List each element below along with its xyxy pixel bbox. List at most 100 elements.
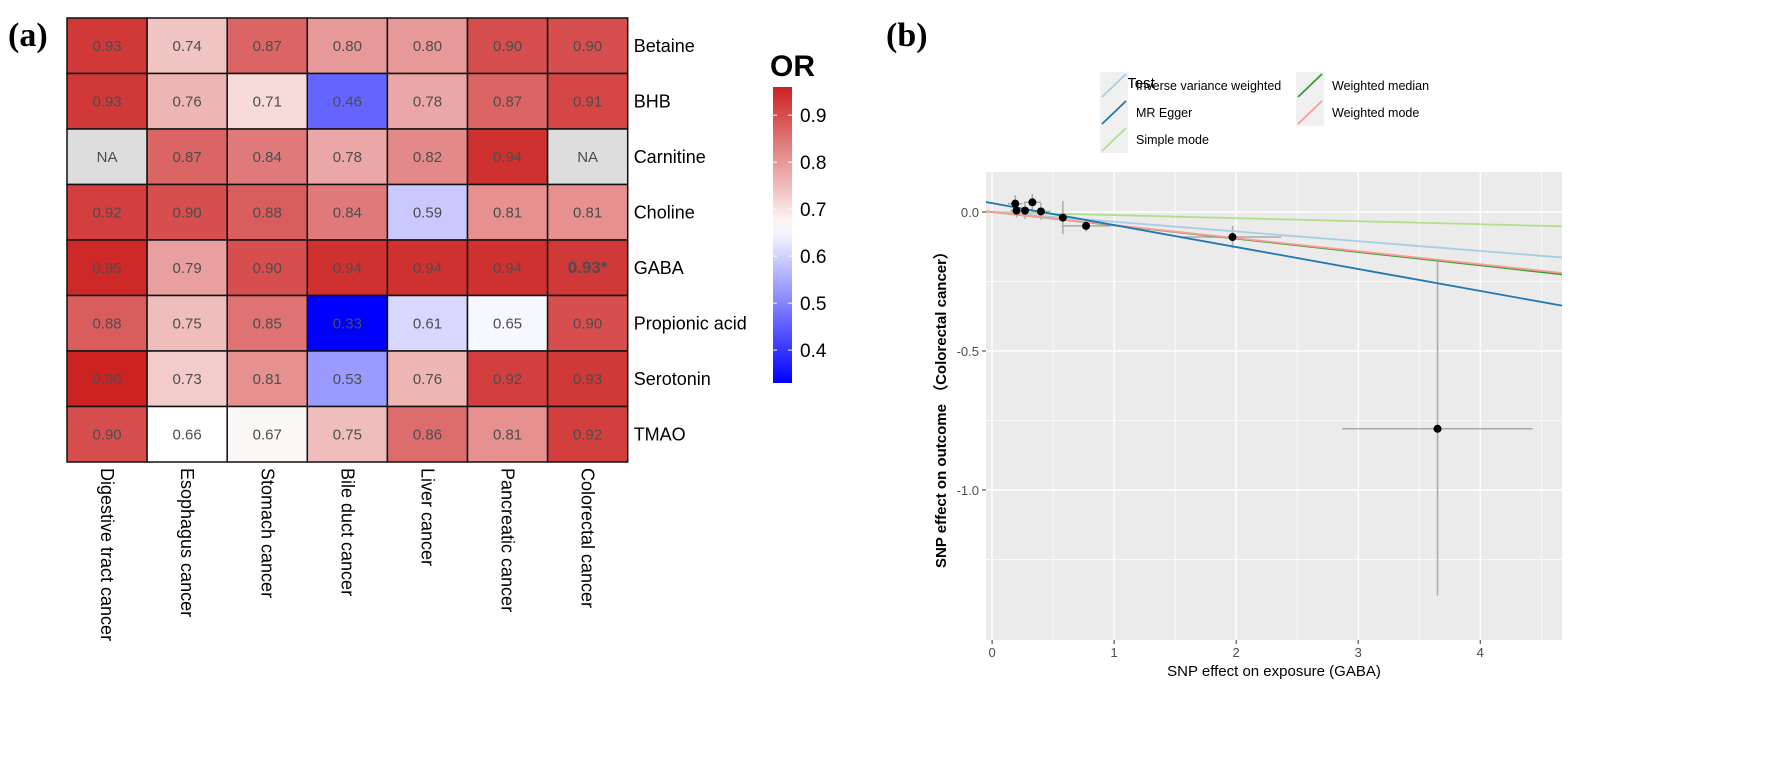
row-label: TMAO: [634, 424, 686, 444]
cell-label: 0.66: [173, 426, 202, 443]
legend-entry-label: MR Egger: [1136, 106, 1192, 120]
cell-label: 0.61: [413, 315, 442, 332]
cell-label: 0.93: [92, 93, 121, 110]
cell-label: NA: [97, 149, 118, 166]
column-label: Stomach cancer: [257, 468, 277, 598]
cell-label: 0.93: [92, 38, 121, 55]
heatmap-cell: [306, 294, 389, 352]
heatmap-cell: [66, 72, 148, 130]
heatmap-cell: [466, 350, 549, 408]
data-point: [1228, 233, 1237, 242]
cell-label: 0.59: [413, 204, 442, 221]
column-label: Esophagus cancer: [177, 468, 197, 617]
colorbar-tick-label: 0.4: [800, 341, 827, 362]
heatmap-cell: [146, 405, 228, 463]
legend-entry-label: Simple mode: [1136, 133, 1209, 147]
heatmap-cell: [386, 128, 469, 186]
heatmap-cell: [306, 405, 389, 463]
heatmap-cell: [386, 294, 469, 352]
heatmap-cell: [466, 183, 549, 241]
y-tick-label: 0.0: [961, 205, 979, 220]
cell-label: 0.81: [493, 426, 522, 443]
cell-label: 0.95: [92, 260, 121, 277]
column-label: Liver cancer: [417, 468, 437, 566]
cell-label: 0.92: [493, 371, 522, 388]
cell-label: 0.79: [173, 260, 202, 277]
column-label: Colorectal cancer: [578, 468, 598, 608]
cell-label: 0.96: [92, 371, 121, 388]
legend-entry-label: Weighted mode: [1332, 106, 1419, 120]
cell-label: 0.91: [573, 93, 602, 110]
cell-label: 0.92: [92, 204, 121, 221]
x-tick-label: 4: [1477, 645, 1484, 660]
cell-label: 0.90: [493, 38, 522, 55]
heatmap-cell: [546, 405, 629, 463]
heatmap-cell: [306, 350, 389, 408]
heatmap-cell: [546, 183, 629, 241]
heatmap: 0.93 0.74 0.87 0.80 0.80 0.90 0.90 0.93 0.76 0.71…: [66, 17, 747, 641]
heatmap-cell: [226, 72, 309, 130]
cell-label: 0.90: [253, 260, 282, 277]
column-label: Digestive tract cancer: [97, 468, 117, 641]
data-point: [1036, 207, 1045, 216]
heatmap-cell: [466, 128, 549, 186]
heatmap-cell: [66, 183, 148, 241]
cell-label: NA: [577, 149, 598, 166]
cell-label: 0.74: [173, 38, 202, 55]
cell-label: 0.81: [493, 204, 522, 221]
regression-line: [986, 201, 1562, 307]
heatmap-cell: [66, 294, 148, 352]
colorbar: [773, 87, 792, 383]
data-point: [1021, 206, 1030, 215]
heatmap-cell: [546, 72, 629, 130]
x-tick-label: 3: [1355, 645, 1362, 660]
data-point: [1011, 199, 1020, 208]
cell-label: 0.80: [413, 38, 442, 55]
heatmap-cell: [226, 239, 309, 297]
heatmap-cell: [386, 350, 469, 408]
cell-label: 0.93: [573, 371, 602, 388]
column-label: Pancreatic cancer: [498, 468, 518, 612]
cell-label: 0.53: [333, 371, 362, 388]
data-point: [1012, 206, 1021, 215]
heatmap-cell: [226, 128, 309, 186]
heatmap-cell: [546, 294, 629, 352]
heatmap-cell: [146, 128, 228, 186]
cell-label: 0.88: [92, 315, 121, 332]
colorbar-tick-label: 0.8: [800, 153, 826, 174]
cell-label: 0.87: [253, 38, 282, 55]
cell-label: 0.46: [333, 93, 362, 110]
legend-key-line: [1297, 73, 1323, 98]
heatmap-cell: [66, 17, 148, 75]
cell-label: 0.76: [173, 93, 202, 110]
cell-label: 0.90: [573, 315, 602, 332]
heatmap-cell: [466, 17, 549, 75]
row-label: Choline: [634, 202, 695, 222]
cell-label: 0.81: [253, 371, 282, 388]
y-axis-label: SNP effect on outcome （Colorectal cancer…: [932, 244, 950, 568]
cell-label: 0.75: [173, 315, 202, 332]
x-tick-label: 0: [988, 645, 995, 660]
heatmap-cell: [546, 128, 629, 186]
panel-label-b: (b): [886, 17, 928, 54]
colorbar-tick-label: 0.9: [800, 106, 826, 127]
legend-key-line: [1101, 73, 1127, 98]
cell-label: 0.71: [253, 93, 282, 110]
cell-label: 0.90: [92, 426, 121, 443]
heatmap-cell: [146, 294, 228, 352]
colorbar-title: OR: [770, 50, 815, 83]
colorbar-tick-label: 0.6: [800, 247, 826, 268]
plot-content: [986, 193, 1562, 596]
heatmap-cell: [306, 128, 389, 186]
panel-label-a: (a): [8, 17, 48, 54]
cell-label: 0.67: [253, 426, 282, 443]
cell-label: 0.92: [573, 426, 602, 443]
heatmap-cell: [66, 350, 148, 408]
cell-label: 0.80: [333, 38, 362, 55]
row-label: Carnitine: [634, 147, 706, 167]
cell-label: 0.88: [253, 204, 282, 221]
cell-label: 0.94: [493, 260, 522, 277]
x-axis-label: SNP effect on exposure (GABA): [1167, 663, 1381, 680]
heatmap-cell: [466, 405, 549, 463]
